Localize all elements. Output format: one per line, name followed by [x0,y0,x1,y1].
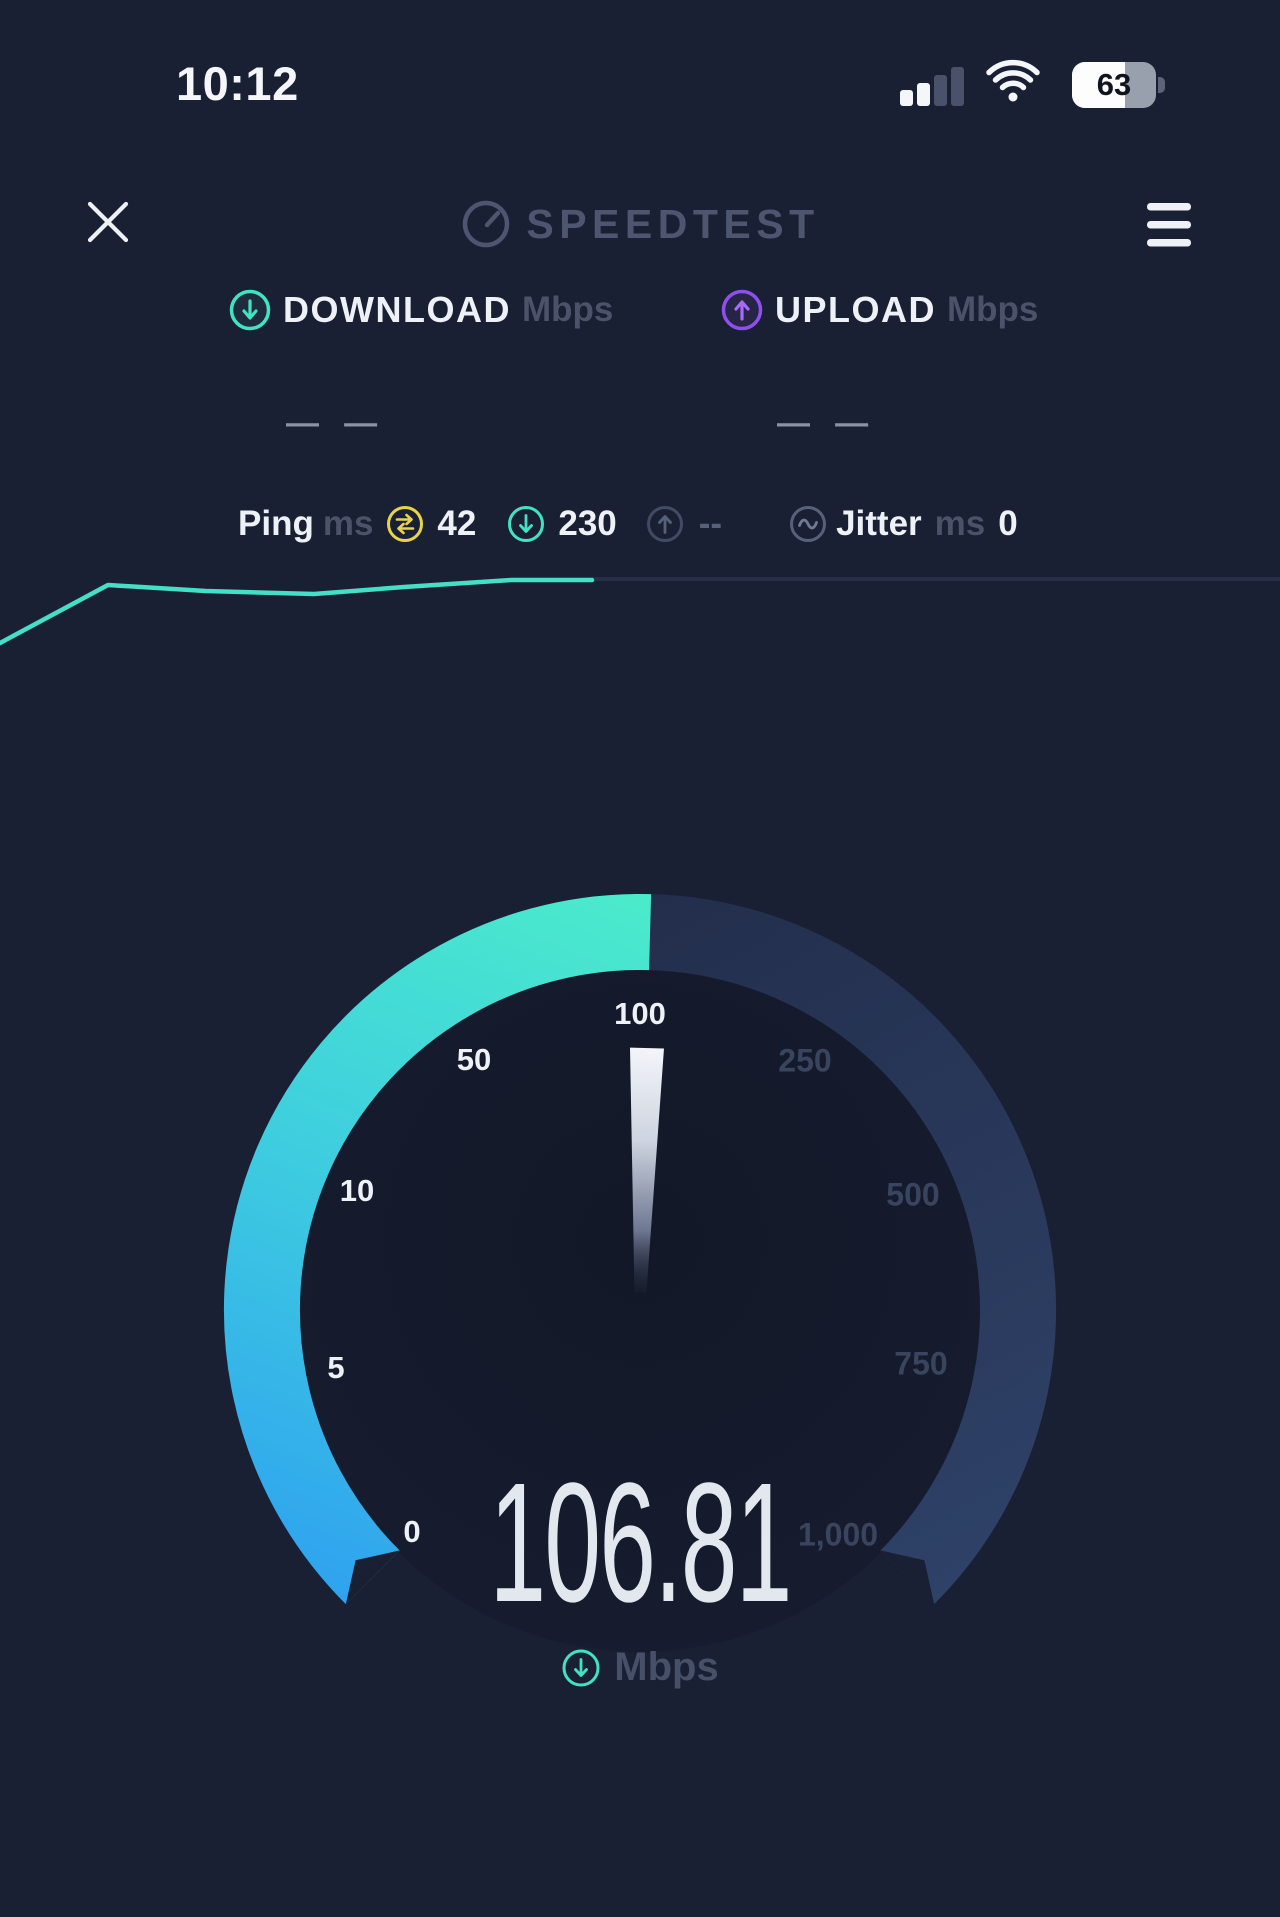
status-time: 10:12 [176,57,299,110]
gauge-scale-label: 5 [327,1350,344,1385]
gauge-scale-label: 500 [886,1176,939,1212]
menu-button[interactable] [1146,201,1192,247]
upload-header: UPLOAD Mbps [720,288,1038,332]
ping-label: Ping [238,504,314,543]
gauge-scale-label: 50 [457,1042,491,1077]
ping-unit: ms [322,504,374,543]
gauge-needle [630,1047,664,1293]
jitter-value: 0 [998,504,1018,543]
hamburger-icon [1147,203,1191,247]
gauge-scale-label: 100 [614,996,666,1031]
download-latency-icon [508,506,545,542]
upload-unit: Mbps [947,290,1039,329]
download-pending-value: — — [286,404,386,441]
download-label: DOWNLOAD [283,289,511,330]
latency-row: Ping ms 42 230 -- Jitter [238,500,1018,548]
ping-upload-value: -- [698,504,723,543]
upload-latency-icon [646,506,683,542]
ping-idle-value: 42 [437,504,477,543]
current-speed-unit-row: Mbps [0,1645,1280,1690]
current-speed-value: 106.81 [489,1448,792,1638]
logo-text: SPEEDTEST [526,200,820,247]
download-header: DOWNLOAD Mbps [228,288,613,332]
wifi-icon [986,59,1040,102]
upload-icon [721,289,763,331]
close-button[interactable] [84,198,132,246]
speedtest-gauge-icon [463,200,510,248]
download-unit: Mbps [521,290,614,329]
battery-icon: 63 [1072,62,1156,108]
cellular-signal-icon [900,67,964,106]
close-icon [87,201,129,243]
battery-percent: 63 [1096,67,1132,102]
jitter-unit: ms [934,504,986,543]
download-unit-icon [562,1649,600,1686]
battery-nub [1158,77,1165,93]
gauge-scale-label: 10 [340,1173,374,1208]
idle-latency-icon [387,506,424,542]
graph-line [0,577,595,646]
download-icon [229,289,271,331]
ping-download-value: 230 [558,504,617,543]
current-speed-unit: Mbps [614,1645,719,1689]
upload-label: UPLOAD [775,289,936,330]
speedtest-logo: SPEEDTEST [0,196,1280,252]
battery-fill [1072,62,1125,108]
jitter-label: Jitter [836,504,922,543]
gauge-scale-label: 250 [778,1042,831,1078]
jitter-icon [790,506,827,542]
gauge-scale-label: 750 [894,1345,947,1381]
upload-pending-value: — — [777,404,877,441]
